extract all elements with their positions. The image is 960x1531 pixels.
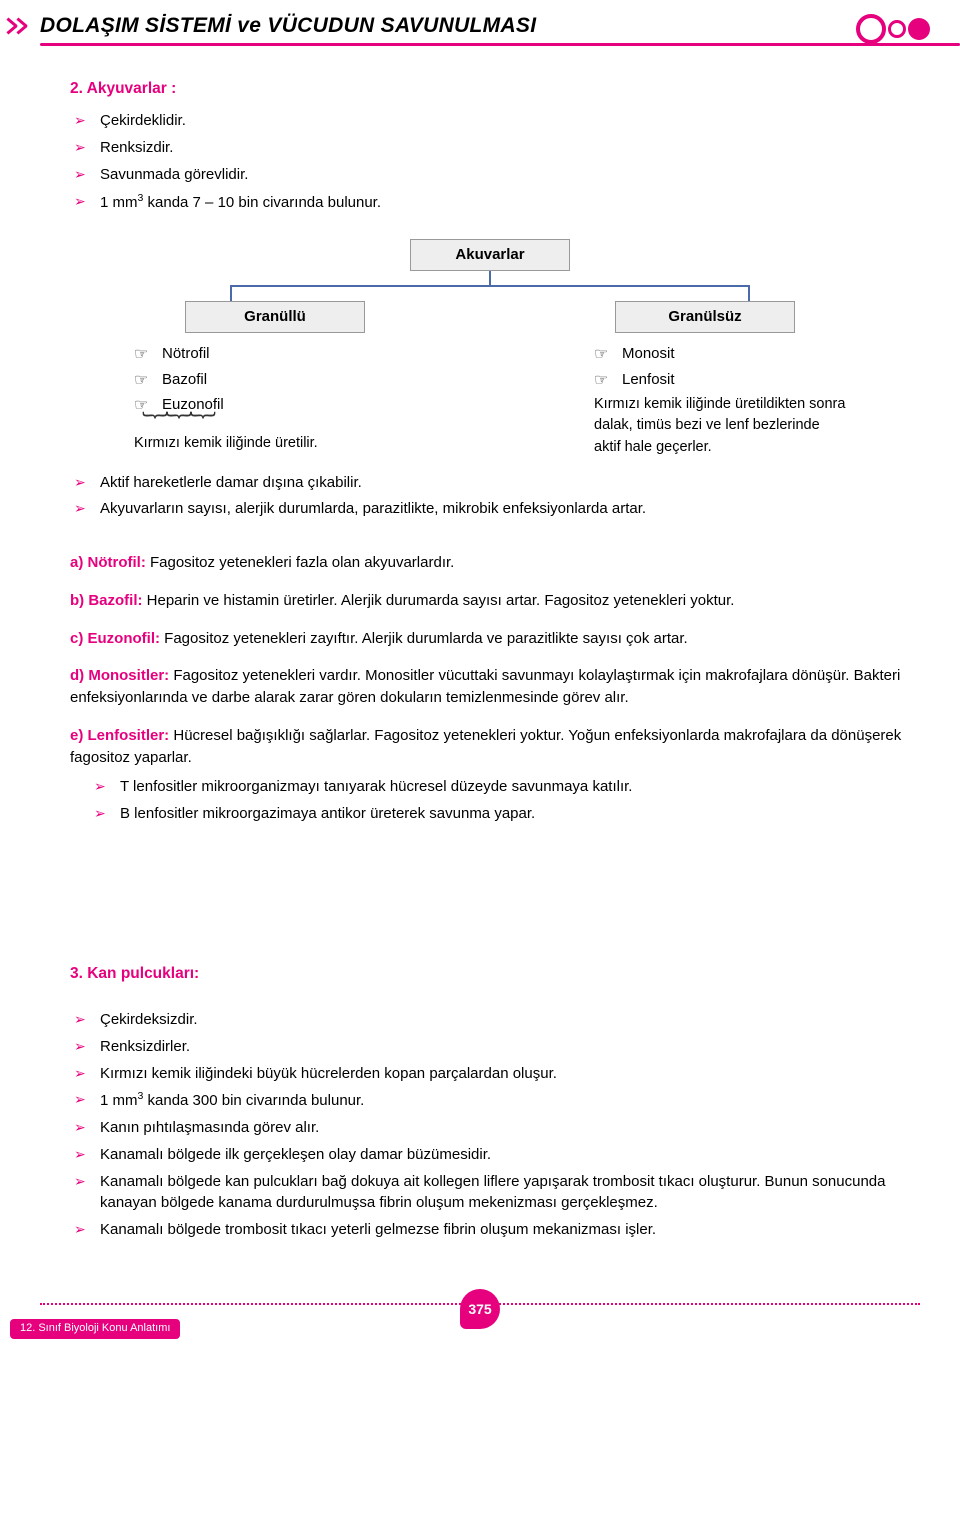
- list-item: Euzonofil: [130, 394, 390, 416]
- section2-after-list: Aktif hareketlerle damar dışına çıkabili…: [70, 472, 910, 521]
- list-item: Kanamalı bölgede kan pulcukları bağ doku…: [70, 1171, 910, 1215]
- term-text: Fagositoz yetenekleri vardır. Monositler…: [70, 667, 900, 706]
- list-item: 1 mm3 kanda 300 bin civarında bulunur.: [70, 1089, 910, 1112]
- diagram-right-col: Monosit Lenfosit Kırmızı kemik iliğinde …: [590, 343, 850, 458]
- lenfosit-sublist: T lenfositler mikroorganizmayı tanıyarak…: [90, 776, 910, 825]
- list-item: Renksizdir.: [70, 137, 910, 159]
- list-item: T lenfositler mikroorganizmayı tanıyarak…: [90, 776, 910, 798]
- term-label: c) Euzonofil:: [70, 630, 160, 647]
- section3-title: 3. Kan pulcukları:: [70, 963, 910, 985]
- diagram-right-title: Granülsüz: [615, 301, 795, 333]
- brace-icon: ︸︸︸: [142, 420, 390, 430]
- list-item: B lenfositler mikroorgazimaya antikor ür…: [90, 803, 910, 825]
- diagram-root: Akuvarlar: [410, 239, 570, 271]
- term-label: d) Monositler:: [70, 667, 169, 684]
- para-notrofil: a) Nötrofil: Fagositoz yetenekleri fazla…: [70, 552, 910, 574]
- header-title: DOLAŞIM SİSTEMİ ve VÜCUDUN SAVUNULMASI: [40, 11, 536, 41]
- list-item: Kanın pıhtılaşmasında görev alır.: [70, 1117, 910, 1139]
- para-euzonofil: c) Euzonofil: Fagositoz yetenekleri zayı…: [70, 628, 910, 650]
- diagram-left-note: Kırmızı kemik iliğinde üretilir.: [134, 433, 390, 454]
- para-lenfositler: e) Lenfositler: Hücresel bağışıklığı sağ…: [70, 725, 910, 769]
- term-label: e) Lenfositler:: [70, 727, 169, 744]
- section2-title: 2. Akyuvarlar :: [70, 78, 910, 100]
- akyuvar-diagram: Akuvarlar Granüllü Granülsüz Nötrofil Ba…: [70, 239, 910, 457]
- term-label: b) Bazofil:: [70, 592, 143, 609]
- list-item: Renksizdirler.: [70, 1036, 910, 1058]
- list-item: Çekirdeklidir.: [70, 110, 910, 132]
- diagram-left-col: Nötrofil Bazofil Euzonofil ︸︸︸ Kırmızı k…: [130, 343, 390, 458]
- diagram-right-note: Kırmızı kemik iliğinde üretildikten sonr…: [594, 394, 850, 457]
- footer-book-label: 12. Sınıf Biyoloji Konu Anlatımı: [10, 1319, 180, 1339]
- page-number-badge: 375: [460, 1289, 500, 1329]
- list-item: Akyuvarların sayısı, alerjik durumlarda,…: [70, 498, 910, 520]
- term-text: Fagositoz yetenekleri zayıftır. Alerjik …: [160, 630, 688, 647]
- list-item: Bazofil: [130, 369, 390, 391]
- list-item: Aktif hareketlerle damar dışına çıkabili…: [70, 472, 910, 494]
- term-text: Fagositoz yetenekleri fazla olan akyuvar…: [146, 554, 455, 571]
- section2-list: Çekirdeklidir. Renksizdir. Savunmada gör…: [70, 110, 910, 213]
- diagram-left-title: Granüllü: [185, 301, 365, 333]
- list-item: 1 mm3 kanda 7 – 10 bin civarında bulunur…: [70, 191, 910, 214]
- header-underline: [40, 43, 960, 46]
- page-footer: 375 12. Sınıf Biyoloji Konu Anlatımı: [0, 1289, 960, 1339]
- list-item: Çekirdeksizdir.: [70, 1009, 910, 1031]
- list-item: Nötrofil: [130, 343, 390, 365]
- list-item: Lenfosit: [590, 369, 850, 391]
- list-item: Kanamalı bölgede trombosit tıkacı yeterl…: [70, 1219, 910, 1241]
- para-monositler: d) Monositler: Fagositoz yetenekleri var…: [70, 665, 910, 709]
- term-text: Heparin ve histamin üretirler. Alerjik d…: [143, 592, 735, 609]
- chevron-icon: [6, 16, 26, 36]
- term-text: Hücresel bağışıklığı sağlarlar. Fagosito…: [70, 727, 901, 766]
- list-item: Kırmızı kemik iliğindeki büyük hücrelerd…: [70, 1063, 910, 1085]
- list-item: Kanamalı bölgede ilk gerçekleşen olay da…: [70, 1144, 910, 1166]
- para-bazofil: b) Bazofil: Heparin ve histamin üretirle…: [70, 590, 910, 612]
- list-item: Savunmada görevlidir.: [70, 164, 910, 186]
- section3-list: Çekirdeksizdir. Renksizdirler. Kırmızı k…: [70, 1009, 910, 1241]
- list-item: Monosit: [590, 343, 850, 365]
- header-decor-circles: [856, 14, 930, 44]
- term-label: a) Nötrofil:: [70, 554, 146, 571]
- page-header: DOLAŞIM SİSTEMİ ve VÜCUDUN SAVUNULMASI: [0, 0, 960, 44]
